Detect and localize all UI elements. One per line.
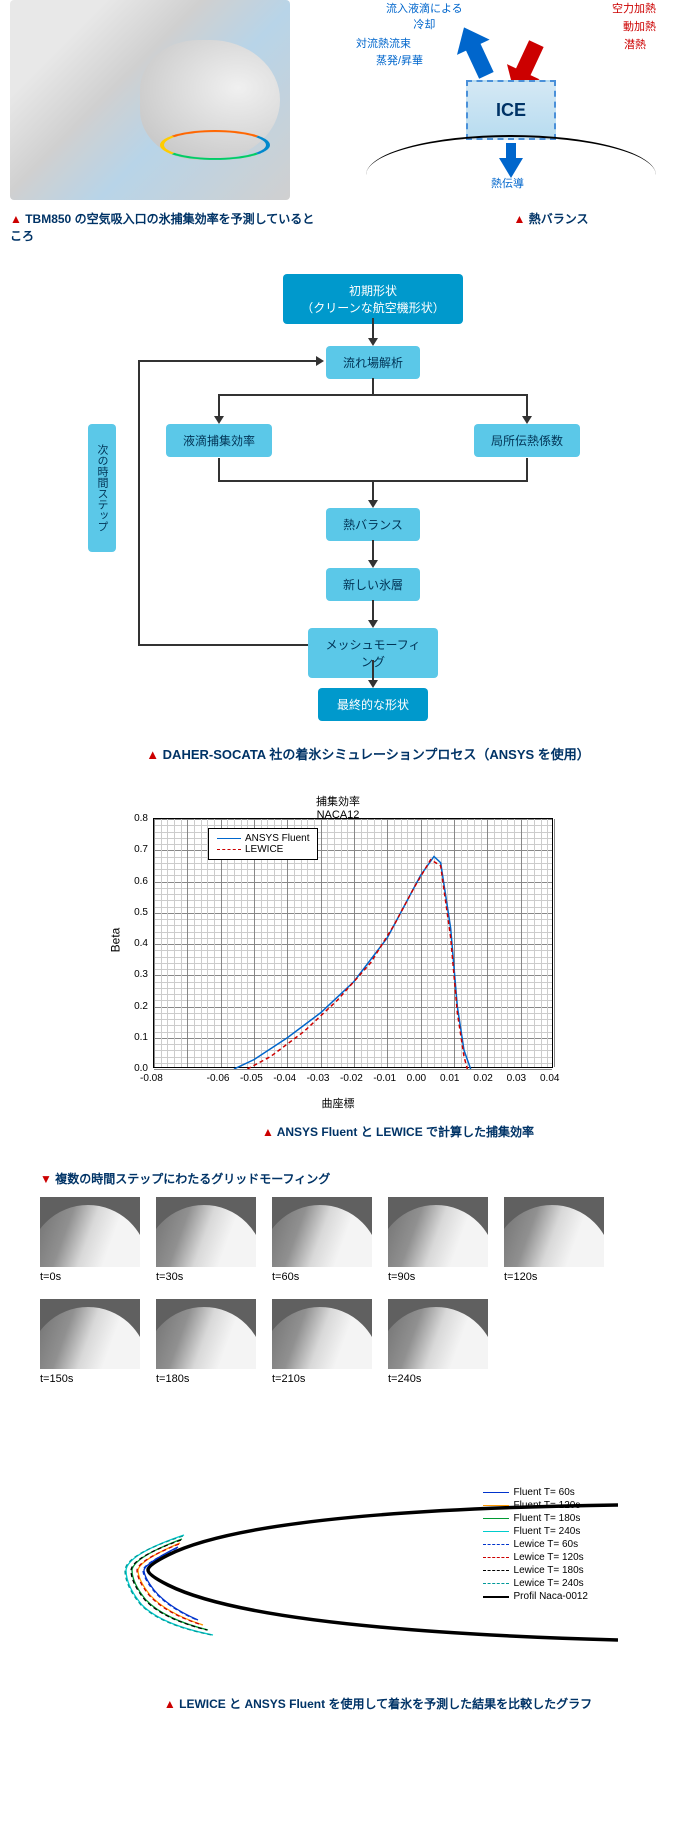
arrow-in-icon — [514, 40, 543, 78]
beta-caption: ANSYS Fluent と LEWICE で計算した捕集効率 — [120, 1123, 676, 1140]
profile-legend: Fluent T= 60sFluent T= 120sFluent T= 180… — [483, 1485, 588, 1604]
beta-title: 捕集効率NACA12 — [316, 793, 360, 821]
node-init: 初期形状 （クリーンな航空機形状） — [283, 274, 463, 324]
node-htc: 局所伝熱係数 — [474, 424, 580, 457]
node-balance: 熱バランス — [326, 508, 420, 541]
morph-item: t=210s — [272, 1299, 372, 1385]
morph-item: t=120s — [504, 1197, 604, 1283]
morph-item: t=30s — [156, 1197, 256, 1283]
ice-box: ICE — [466, 80, 556, 140]
morph-item: t=0s — [40, 1197, 140, 1283]
node-final: 最終的な形状 — [318, 688, 428, 721]
morph-item: t=180s — [156, 1299, 256, 1385]
intake-figure: TBM850 の空気吸入口の氷捕集効率を予測しているところ — [10, 0, 316, 244]
top-row: TBM850 の空気吸入口の氷捕集効率を予測しているところ 流入液滴による 冷却… — [0, 0, 676, 244]
beta-ylabel: Beta — [108, 928, 122, 953]
intake-render — [10, 0, 290, 200]
morph-item: t=240s — [388, 1299, 488, 1385]
beta-section: 捕集効率NACA12 Beta 曲座標 0.80.70.60.50.40.30.… — [0, 793, 676, 1140]
flowchart-section: 次の時間ステップ 初期形状 （クリーンな航空機形状） 流れ場解析 液滴捕集効率 … — [0, 274, 676, 763]
beta-xlabel: 曲座標 — [322, 1095, 355, 1111]
morph-caption: 複数の時間ステップにわたるグリッドモーフィング — [40, 1170, 636, 1187]
heat-balance-figure: 流入液滴による 冷却 対流熱流束 蒸発/昇華 空力加熱 動加熱 潜熱 熱伝導 I… — [336, 0, 666, 244]
side-label: 次の時間ステップ — [88, 424, 116, 552]
beta-chart: 捕集効率NACA12 Beta 曲座標 0.80.70.60.50.40.30.… — [98, 793, 578, 1113]
node-flow: 流れ場解析 — [326, 346, 420, 379]
morph-item: t=90s — [388, 1197, 488, 1283]
arrow-out-icon — [464, 40, 493, 78]
morph-item: t=150s — [40, 1299, 140, 1385]
flowchart: 次の時間ステップ 初期形状 （クリーンな航空機形状） 流れ場解析 液滴捕集効率 … — [58, 274, 618, 724]
intake-caption: TBM850 の空気吸入口の氷捕集効率を予測しているところ — [10, 210, 316, 244]
node-newice: 新しい氷層 — [326, 568, 420, 601]
surface-curve — [366, 135, 656, 175]
node-droplet: 液滴捕集効率 — [166, 424, 272, 457]
beta-legend: ANSYS Fluent LEWICE — [208, 828, 318, 860]
profile-section: Fluent T= 60sFluent T= 120sFluent T= 180… — [0, 1425, 676, 1712]
profile-chart: Fluent T= 60sFluent T= 120sFluent T= 180… — [58, 1425, 618, 1685]
profile-caption: LEWICE と ANSYS Fluent を使用して着氷を予測した結果を比較し… — [80, 1695, 676, 1712]
morph-grid: t=0st=30st=60st=90st=120st=150st=180st=2… — [40, 1197, 636, 1385]
heat-caption: 熱バランス — [436, 210, 666, 227]
flowchart-caption: DAHER-SOCATA 社の着氷シミュレーションプロセス（ANSYS を使用） — [60, 744, 676, 763]
morph-item: t=60s — [272, 1197, 372, 1283]
heat-diagram: 流入液滴による 冷却 対流熱流束 蒸発/昇華 空力加熱 動加熱 潜熱 熱伝導 I… — [336, 0, 666, 200]
morph-section: 複数の時間ステップにわたるグリッドモーフィング t=0st=30st=60st=… — [0, 1170, 676, 1385]
